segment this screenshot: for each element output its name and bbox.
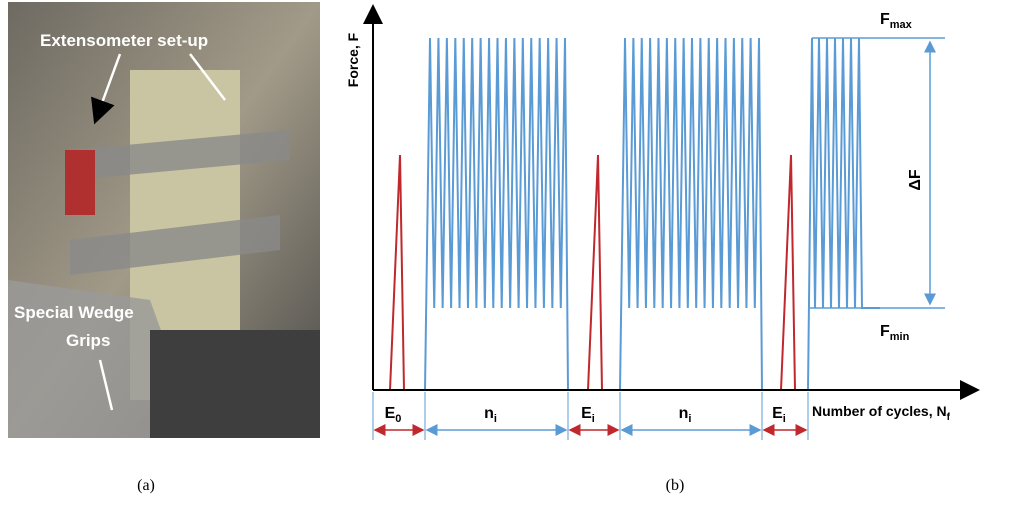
caption: (a) — [137, 477, 155, 494]
cyclic-load — [424, 37, 569, 391]
span-label: Ei — [581, 405, 595, 425]
waveforms — [389, 37, 880, 391]
y-axis-label: Force, F — [345, 32, 361, 87]
pointer — [98, 359, 114, 411]
caption: (b) — [666, 477, 685, 494]
cyclic-load — [619, 37, 763, 391]
fmin-label: Fmin — [880, 323, 910, 343]
delta-label: ΔF — [907, 169, 924, 191]
stiffness-test — [389, 154, 405, 391]
segments: E0 ni Ei ni Ei — [372, 392, 809, 440]
pointer — [91, 53, 122, 125]
span-label: E0 — [385, 405, 402, 425]
photo-label: Grips — [66, 331, 110, 350]
pointer — [189, 53, 226, 101]
photo — [8, 2, 320, 438]
cyclic-load — [807, 37, 880, 391]
span-label: ni — [484, 405, 497, 425]
x-axis-label: Number of cycles, Nf — [812, 403, 951, 423]
span-label: Ei — [772, 405, 786, 425]
span-label: ni — [679, 405, 692, 425]
photo-label: Special Wedge — [14, 303, 134, 322]
fmax-label: Fmax — [880, 11, 913, 31]
photo-label: Extensometer set-up — [40, 31, 208, 50]
stiffness-test — [780, 154, 796, 391]
stiffness-test — [587, 154, 603, 391]
